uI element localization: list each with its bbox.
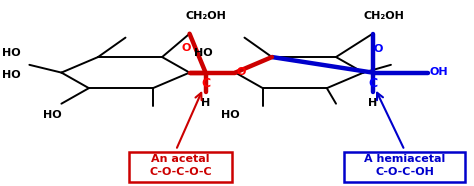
Text: OH: OH — [430, 67, 448, 77]
Text: CH₂OH: CH₂OH — [364, 11, 404, 21]
Text: HO: HO — [221, 110, 240, 120]
Text: An acetal: An acetal — [151, 154, 210, 164]
Text: O: O — [236, 67, 246, 77]
Text: C-O-C-O-C: C-O-C-O-C — [149, 167, 212, 177]
Text: C: C — [368, 77, 377, 90]
Text: C-O-C-OH: C-O-C-OH — [375, 167, 434, 177]
Text: O: O — [181, 43, 191, 53]
Text: HO: HO — [194, 48, 212, 58]
Text: C: C — [201, 77, 210, 90]
FancyBboxPatch shape — [129, 152, 232, 182]
FancyBboxPatch shape — [344, 152, 465, 182]
Text: H: H — [201, 98, 210, 108]
Text: A hemiacetal: A hemiacetal — [364, 154, 445, 164]
Text: HO: HO — [43, 110, 62, 120]
Text: H: H — [368, 98, 377, 108]
Text: HO: HO — [1, 48, 20, 58]
Text: CH₂OH: CH₂OH — [185, 11, 226, 21]
Text: HO: HO — [1, 70, 20, 80]
Text: O: O — [374, 44, 383, 54]
